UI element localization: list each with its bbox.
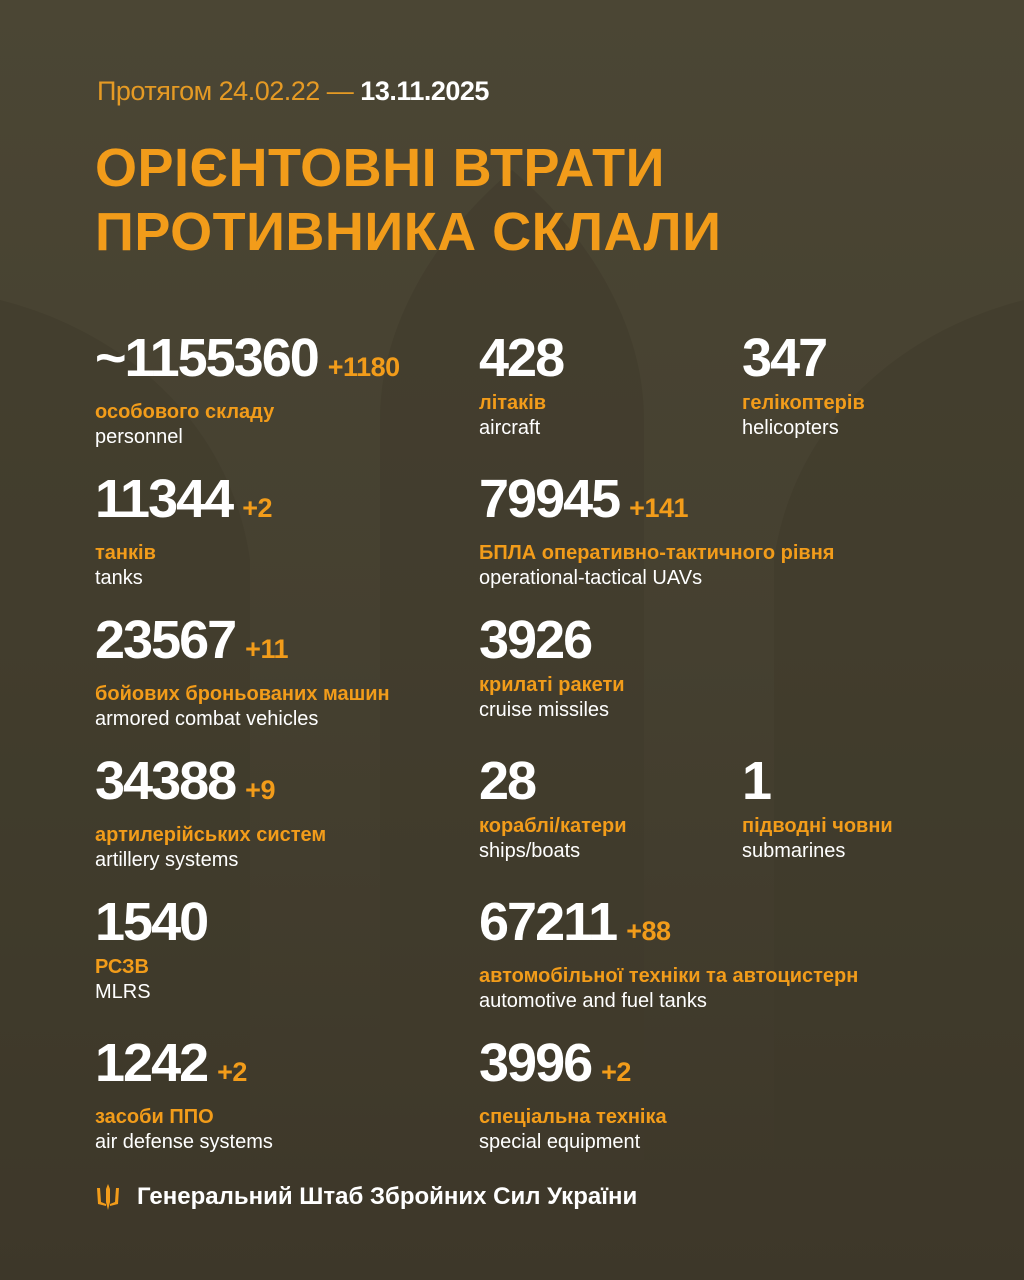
stat-label-ua: спеціальна техніка [479,1106,667,1128]
stat-label-en: MLRS [95,981,151,1003]
period-prefix: Протягом 24.02.22 — [97,76,354,106]
stat-label-ua: танків [95,542,156,564]
stat-value: 1 [742,753,893,809]
stat-label-ua: особового складу [95,401,275,423]
stat-number: 11344 [95,469,234,529]
stat-submarines: 1 підводні човни submarines [742,753,893,863]
stat-value: 11344 +2 [95,471,272,536]
stat-label-en: automotive and fuel tanks [479,990,707,1012]
stat-label-en: personnel [95,426,183,448]
stat-value: ~1155360 +1180 [95,330,400,395]
stat-value: 67211 +88 [479,894,858,959]
stat-label-ua: БПЛА оперативно-тактичного рівня [479,542,835,564]
stat-artillery-systems: 34388 +9 артилерійських систем artillery sy… [95,753,326,872]
stat-label-en: helicopters [742,417,839,439]
stat-label-en: armored combat vehicles [95,708,319,730]
stat-automotive-and-fuel-tanks: 67211 +88 автомобільної техніки та автоцис… [479,894,858,1013]
stat-value: 1540 [95,892,209,952]
stat-cruise-missiles: 3926 крилаті ракети cruise missiles [479,612,625,722]
stat-tanks: 11344 +2 танків tanks [95,471,272,590]
stat-aircraft: 428 літаків aircraft [479,328,565,440]
stat-value: 3996 +2 [479,1035,667,1100]
stat-label-ua: засоби ППО [95,1106,214,1128]
stat-label-ua: крилаті ракети [479,674,625,696]
stat-ships-boats: 28 кораблі/катери ships/boats [479,753,627,863]
stat-number: 1 [742,751,772,811]
stat-mlrs: 1540 РСЗВ MLRS [95,892,209,1004]
stat-number: 1540 [95,892,209,952]
page-title: ОРІЄНТОВНІ ВТРАТИ ПРОТИВНИКА СКЛАЛИ [95,136,721,264]
stat-delta: +141 [629,493,688,523]
stat-value: 23567 +11 [95,612,390,677]
stat-delta: +88 [626,916,671,946]
stat-special-equipment: 3996 +2 спеціальна техніка special equipmen… [479,1035,667,1154]
stat-value: 3926 [479,612,625,668]
period-end-date: 13.11.2025 [360,76,489,106]
stat-label-en: air defense systems [95,1131,273,1153]
stat-delta: +1180 [327,352,400,382]
stat-label-ua: кораблі/катери [479,815,627,837]
title-line-2: ПРОТИВНИКА СКЛАЛИ [95,202,722,262]
stat-helicopters: 347 гелікоптерів helicopters [742,330,865,440]
stat-delta: +11 [245,634,288,664]
stat-value: 347 [742,330,865,386]
stat-delta: +2 [242,493,272,523]
stat-number: 67211 [479,892,618,952]
stat-label-ua: артилерійських систем [95,824,327,846]
trident-icon [97,1184,119,1210]
stat-operational-tactical-uavs: 79945 +141 БПЛА оперативно-тактичного рівн… [479,471,834,590]
stat-number: 347 [742,328,828,388]
stat-label-en: special equipment [479,1131,641,1153]
stat-number: 3926 [479,610,593,670]
stat-number: 3996 [479,1033,593,1093]
stat-personnel: ~1155360 +1180 особового складу personnel [95,330,400,449]
stat-label-en: submarines [742,840,846,862]
stat-label-en: tanks [95,567,143,589]
stat-label-en: ships/boats [479,840,581,862]
stat-value: 428 [479,328,565,388]
stat-number: 28 [479,751,537,811]
stat-label-ua: автомобільної техніки та автоцистерн [479,965,859,987]
stat-air-defense-systems: 1242 +2 засоби ППО air defense systems [95,1035,273,1154]
stat-delta: +9 [245,775,275,805]
stat-number: ~1155360 [95,328,320,388]
stat-label-ua: РСЗВ [95,956,149,978]
stat-label-ua: підводні човни [742,815,893,837]
stat-label-en: artillery systems [95,849,239,871]
stat-armored-combat-vehicles: 23567 +11 бойових броньованих машин armored… [95,612,390,731]
stat-number: 1242 [95,1033,209,1093]
stat-delta: +2 [601,1057,631,1087]
stat-label-en: aircraft [479,417,541,439]
stat-value: 34388 +9 [95,753,326,818]
stat-number: 428 [479,328,565,388]
stat-label-en: operational-tactical UAVs [479,567,703,589]
stat-label-en: cruise missiles [479,699,610,721]
title-line-1: ОРІЄНТОВНІ ВТРАТИ [95,138,665,198]
stat-label-ua: бойових броньованих машин [95,683,390,705]
stat-delta: +2 [217,1057,247,1087]
stat-value: 79945 +141 [479,471,834,536]
stat-number: 34388 [95,751,237,811]
period-subtitle: Протягом 24.02.22 — 13.11.2025 [97,76,489,107]
stat-value: 28 [479,753,627,809]
stat-label-ua: гелікоптерів [742,392,865,414]
footer-text: Генеральний Штаб Збройних Сил України [137,1183,638,1210]
stat-number: 79945 [479,469,621,529]
stat-value: 1242 +2 [95,1035,273,1100]
stat-number: 23567 [95,610,237,670]
footer: Генеральний Штаб Збройних Сил України [95,1182,637,1212]
stat-label-ua: літаків [479,392,547,414]
